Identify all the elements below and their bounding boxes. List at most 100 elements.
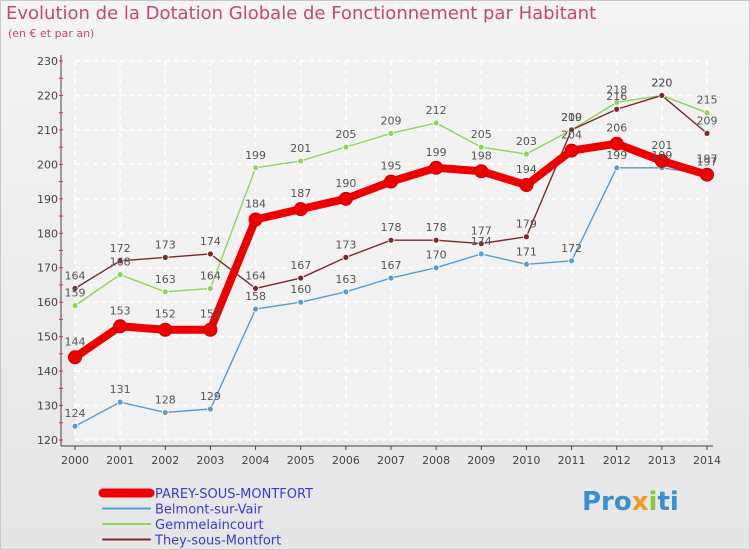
data-point xyxy=(252,164,259,172)
data-label: 184 xyxy=(245,197,266,210)
data-label: 201 xyxy=(651,139,672,152)
x-tick-label: 2001 xyxy=(106,454,134,467)
y-tick-label: 160 xyxy=(37,296,58,309)
data-point xyxy=(474,164,489,179)
data-label: 195 xyxy=(381,160,402,173)
data-point xyxy=(113,319,128,334)
data-label: 174 xyxy=(471,235,492,248)
y-tick-label: 210 xyxy=(37,124,58,137)
data-point xyxy=(613,105,621,113)
data-label: 172 xyxy=(561,242,582,255)
data-point xyxy=(519,178,534,193)
data-label: 178 xyxy=(381,221,402,234)
data-label: 215 xyxy=(697,94,718,107)
data-label: 129 xyxy=(200,390,221,403)
data-label: 209 xyxy=(697,114,718,127)
data-point xyxy=(252,284,259,292)
data-label: 124 xyxy=(65,407,86,420)
data-label: 131 xyxy=(110,383,131,396)
data-label: 218 xyxy=(606,83,627,96)
legend-label: They-sous-Montfort xyxy=(154,534,281,549)
data-point xyxy=(158,322,173,337)
data-point xyxy=(342,288,350,296)
data-point xyxy=(477,143,485,151)
legend-label: PAREY-SOUS-MONTFORT xyxy=(155,487,313,502)
y-tick-label: 220 xyxy=(37,89,58,102)
data-label: 194 xyxy=(516,163,537,176)
x-tick-label: 2000 xyxy=(61,454,89,467)
data-point xyxy=(203,322,218,337)
x-tick-label: 2006 xyxy=(332,454,360,467)
data-point xyxy=(342,253,350,261)
data-label: 205 xyxy=(335,128,356,141)
data-point xyxy=(342,143,350,151)
data-point xyxy=(297,274,305,282)
x-tick-label: 2005 xyxy=(287,454,315,467)
data-point xyxy=(564,143,579,158)
data-point xyxy=(384,174,398,189)
data-point xyxy=(568,126,575,134)
data-point xyxy=(658,92,666,99)
data-point xyxy=(654,153,669,168)
legend-label: Gemmelaincourt xyxy=(155,518,264,533)
data-label: 163 xyxy=(155,273,176,286)
data-label: 187 xyxy=(290,187,311,200)
x-tick-label: 2004 xyxy=(242,454,270,467)
data-point xyxy=(477,240,485,248)
data-label: 164 xyxy=(65,269,86,282)
data-label: 199 xyxy=(426,146,447,159)
data-label: 179 xyxy=(516,218,537,231)
data-label: 152 xyxy=(200,308,221,321)
data-point xyxy=(71,284,79,292)
data-point xyxy=(387,129,395,137)
data-label: 174 xyxy=(200,235,221,248)
data-point xyxy=(613,164,621,172)
data-label: 205 xyxy=(471,128,492,141)
y-tick-label: 150 xyxy=(37,331,58,344)
data-label: 153 xyxy=(110,304,131,317)
data-point xyxy=(207,250,214,258)
data-label: 170 xyxy=(426,249,447,262)
y-tick-label: 140 xyxy=(37,365,58,378)
data-label: 159 xyxy=(65,287,86,300)
data-point xyxy=(703,109,711,117)
data-label: 168 xyxy=(110,256,131,269)
x-tick-label: 2009 xyxy=(467,454,495,467)
data-label: 206 xyxy=(606,122,627,135)
data-label: 199 xyxy=(245,149,266,162)
data-label: 173 xyxy=(155,238,176,251)
data-label: 210 xyxy=(561,111,582,124)
data-label: 158 xyxy=(245,290,266,303)
data-point xyxy=(116,398,124,406)
y-tick-label: 120 xyxy=(37,434,58,447)
data-point xyxy=(207,284,214,292)
data-label: 167 xyxy=(381,259,402,272)
data-point xyxy=(71,302,79,310)
data-label: 216 xyxy=(606,90,627,103)
x-tick-label: 2011 xyxy=(558,454,586,467)
data-point xyxy=(207,405,214,413)
data-label: 160 xyxy=(290,283,311,296)
data-point xyxy=(116,257,124,265)
data-point xyxy=(71,422,79,430)
data-point xyxy=(248,212,263,227)
y-tick-label: 230 xyxy=(37,55,58,68)
data-label: 198 xyxy=(471,149,492,162)
data-label: 172 xyxy=(110,242,131,255)
data-label: 212 xyxy=(426,104,447,117)
y-tick-label: 130 xyxy=(37,400,58,413)
data-point xyxy=(161,409,169,416)
x-tick-label: 2003 xyxy=(196,454,224,467)
data-label: 167 xyxy=(290,259,311,272)
x-tick-label: 2013 xyxy=(648,454,676,467)
y-tick-label: 190 xyxy=(37,193,58,206)
data-point xyxy=(429,160,444,175)
data-label: 220 xyxy=(651,76,672,89)
chart-title: Evolution de la Dotation Globale de Fonc… xyxy=(6,3,597,24)
data-point xyxy=(432,119,440,127)
data-label: 178 xyxy=(426,221,447,234)
data-point xyxy=(703,129,711,137)
logo-part-1: Pro xyxy=(582,487,632,517)
y-tick-label: 200 xyxy=(37,158,58,171)
